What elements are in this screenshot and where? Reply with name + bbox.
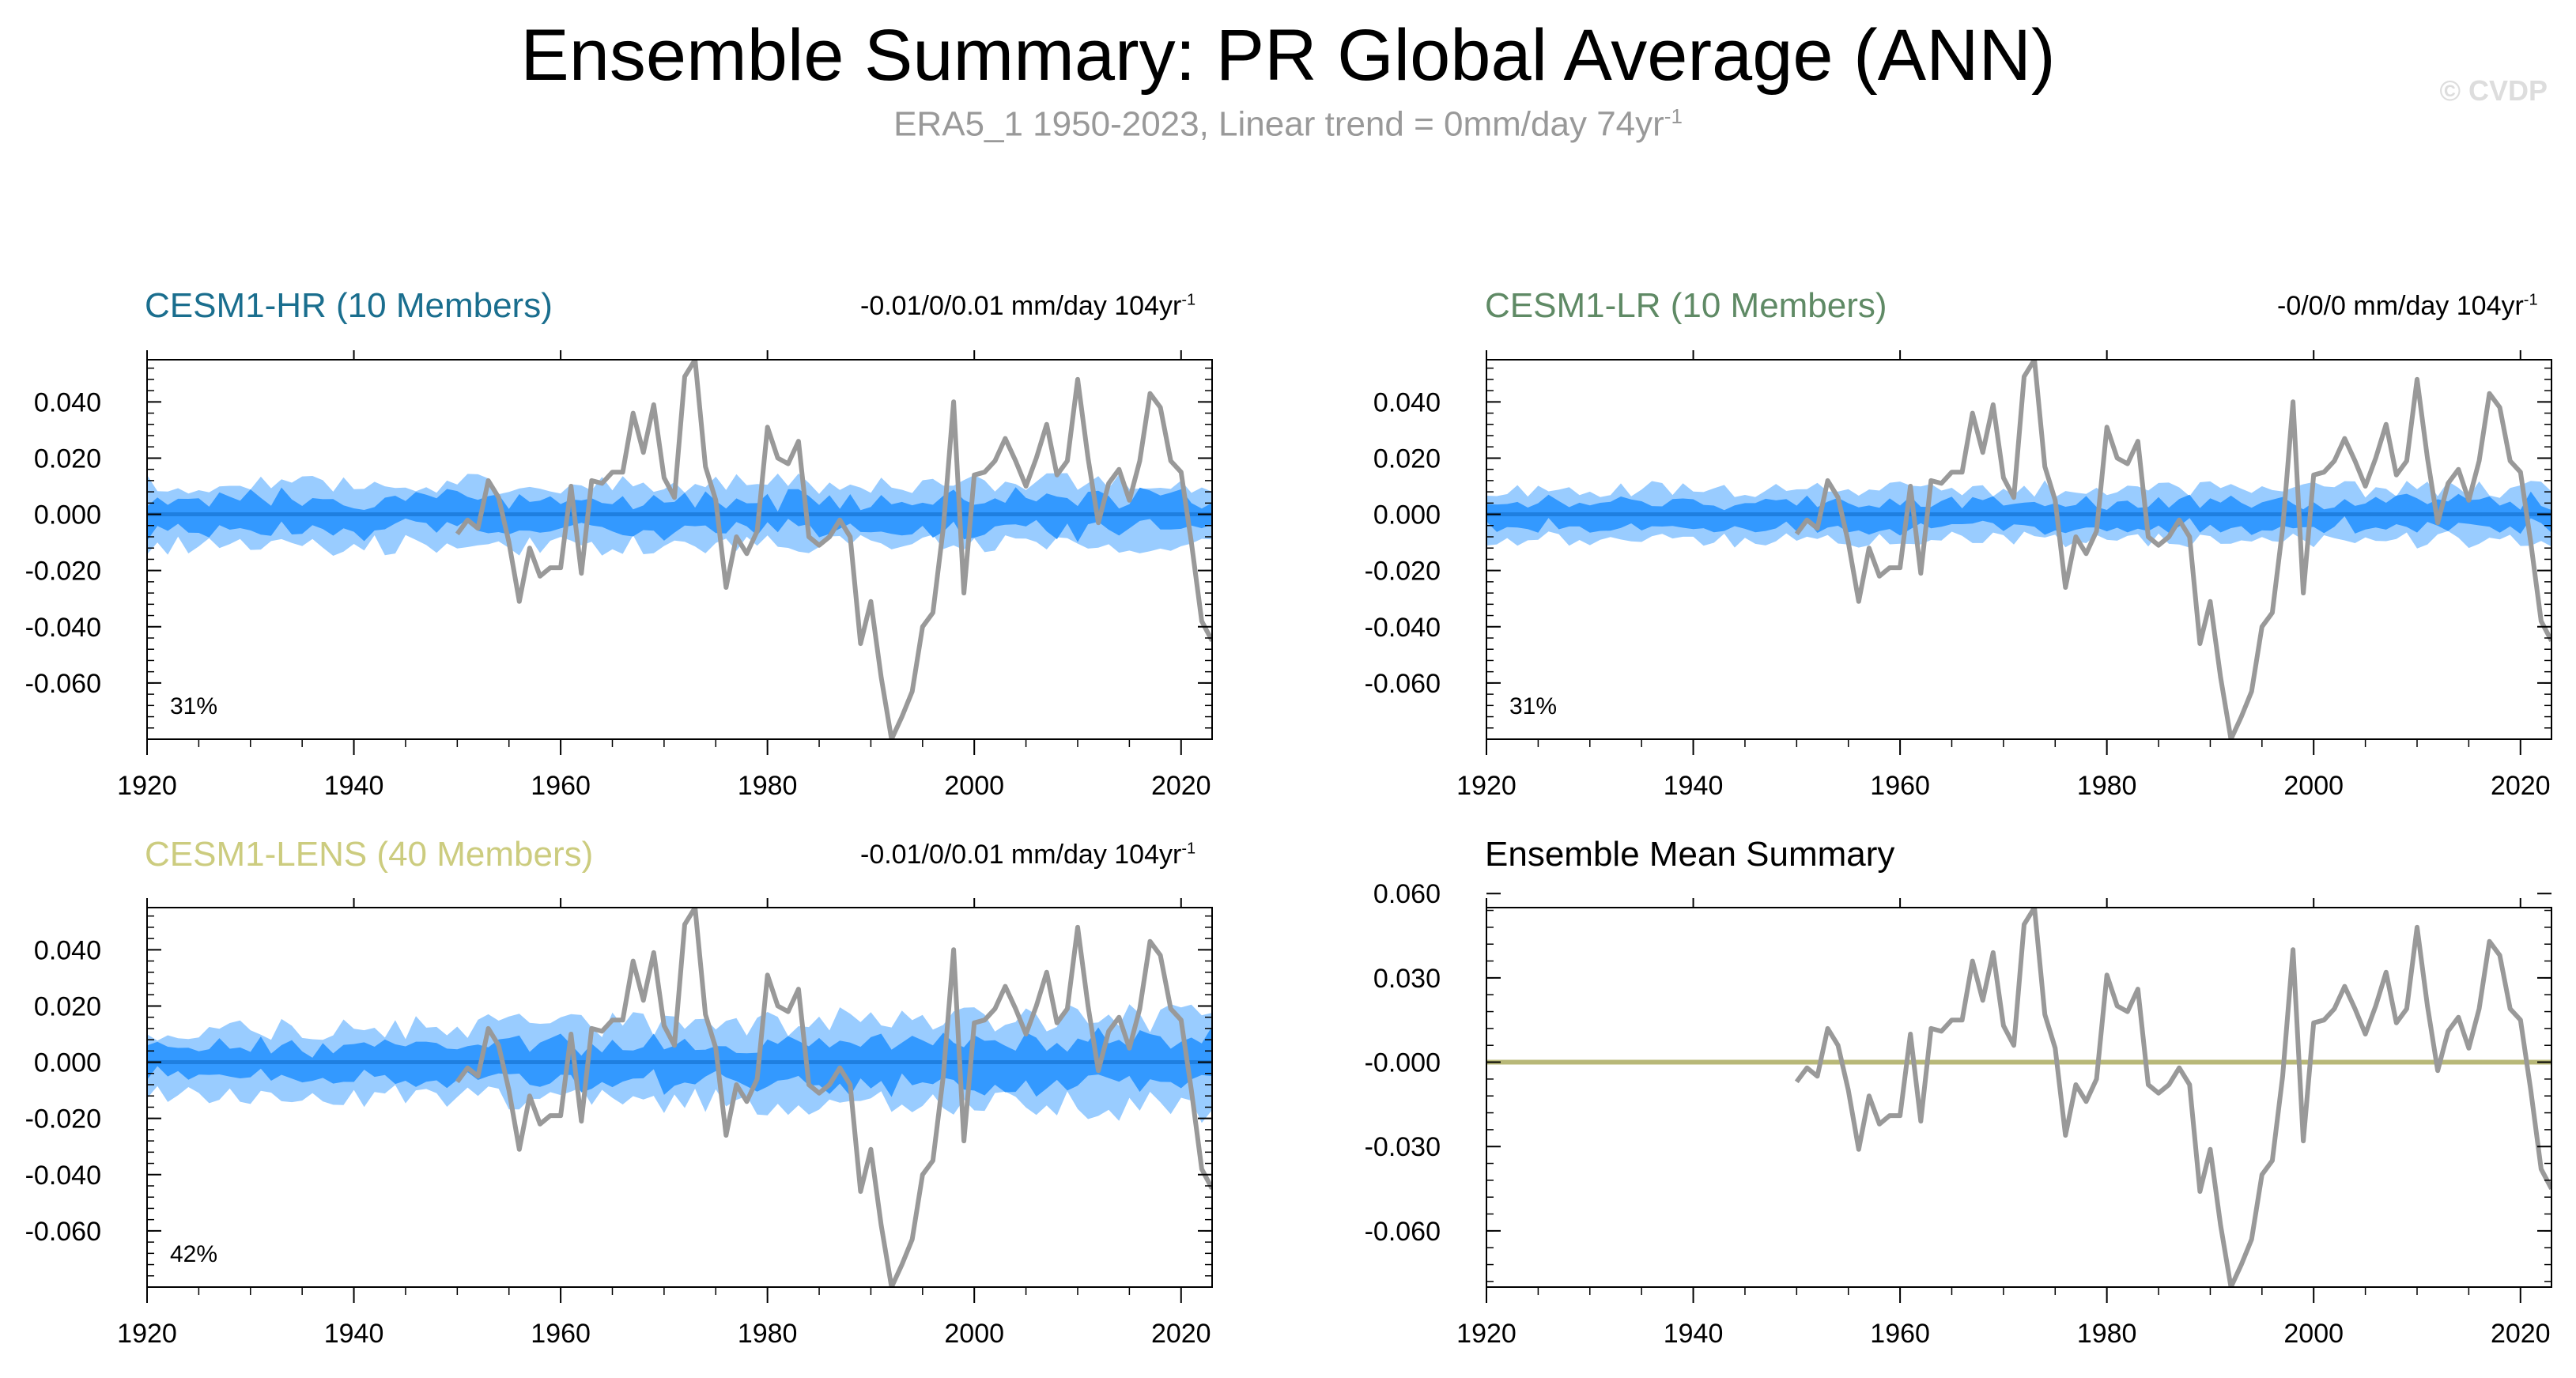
y-tick-label: 0.020 [1373,444,1441,474]
trend-text: -0.01/0/0.01 mm/day 104yr [860,291,1182,321]
panel-trend-cesm1-lens: -0.01/0/0.01 mm/day 104yr-1 [860,840,1195,870]
subtitle-text: ERA5_1 1950-2023, Linear trend = 0mm/day… [893,104,1664,144]
x-tick-label: 2020 [1151,771,1211,801]
y-tick-label: -0.060 [25,669,101,699]
trend-text: -0.01/0/0.01 mm/day 104yr [860,840,1182,870]
y-tick-label: 0.000 [34,500,101,530]
plot-area [1486,360,2551,739]
y-tick-label: -0.030 [1365,1132,1441,1162]
x-tick-label: 1920 [117,1319,177,1349]
panel-title-cesm1-lens: CESM1-LENS (40 Members) [145,835,594,874]
y-tick-label: 0.040 [34,935,101,965]
percent-annotation: 31% [170,693,217,719]
figure-subtitle: ERA5_1 1950-2023, Linear trend = 0mm/day… [0,104,2576,145]
subtitle-superscript: -1 [1664,104,1683,128]
y-tick-label: 0.000 [1373,500,1441,530]
x-tick-label: 1960 [1870,1319,1930,1349]
plot-area [147,908,1212,1287]
y-tick-label: 0.030 [1373,964,1441,994]
trend-superscript: -1 [1181,291,1196,309]
percent-annotation: 31% [1509,693,1557,719]
y-tick-label: 0.040 [1373,387,1441,417]
x-tick-label: 1920 [1456,771,1517,801]
x-tick-label: 1920 [117,771,177,801]
x-tick-label: 1960 [531,1319,591,1349]
y-tick-label: -0.020 [25,1104,101,1134]
x-tick-label: 1920 [1456,1319,1517,1349]
plot-frame [1486,907,2552,1288]
observations-line [455,360,1212,739]
y-tick-label: 0.060 [1373,879,1441,909]
plot-frame [1486,359,2552,740]
panel-trend-cesm1-hr: -0.01/0/0.01 mm/day 104yr-1 [860,291,1195,322]
y-tick-label: -0.060 [1365,669,1441,699]
y-tick-label: -0.020 [25,557,101,587]
trend-superscript: -1 [1181,840,1196,858]
x-tick-label: 2020 [1151,1319,1211,1349]
y-tick-label: -0.040 [25,1161,101,1191]
panel-title-cesm1-hr: CESM1-HR (10 Members) [145,286,553,325]
x-tick-label: 1980 [2077,771,2137,801]
y-tick-label: -0.020 [1365,557,1441,587]
x-tick-label: 2000 [2283,1319,2344,1349]
x-tick-label: 1960 [1870,771,1930,801]
x-tick-label: 2000 [2283,771,2344,801]
y-tick-label: 0.040 [34,387,101,417]
x-tick-label: 2000 [944,1319,1004,1349]
x-tick-label: 2020 [2491,1319,2551,1349]
plot-area [1486,908,2551,1287]
plot-frame [146,907,1213,1288]
observations-line [1794,908,2551,1287]
y-tick-label: 0.000 [34,1048,101,1078]
panel-trend-cesm1-lr: -0/0/0 mm/day 104yr-1 [2277,291,2538,322]
figure-title: Ensemble Summary: PR Global Average (ANN… [520,15,2056,96]
x-tick-label: 1940 [1664,1319,1724,1349]
chart-hr: 0.040 0.020 0.000 -0.020 -0.040 -0.060 1920 194… [25,350,1213,801]
plot-frame [146,359,1213,740]
cvdp-watermark: © CVDP [2439,74,2548,107]
y-tick-label: 0.020 [34,991,101,1021]
trend-text: -0/0/0 mm/day 104yr [2277,291,2524,321]
panel-title-ensemble-mean-summary: Ensemble Mean Summary [1485,835,1895,874]
chart-summary: 0.060 0.030 -0.000 -0.030 -0.060 1920 1940 1960… [1365,879,2552,1349]
y-tick-label: -0.040 [25,613,101,643]
chart-lr: 0.040 0.020 0.000 -0.020 -0.040 -0.060 1920 194… [1365,350,2552,801]
x-tick-label: 1980 [738,1319,798,1349]
y-tick-label: 0.020 [34,444,101,474]
x-tick-label: 1940 [1664,771,1724,801]
observations-line [1794,360,2551,739]
x-tick-label: 1940 [324,771,384,801]
x-tick-label: 2020 [2491,771,2551,801]
x-tick-label: 1980 [2077,1319,2137,1349]
y-tick-label: -0.060 [1365,1217,1441,1247]
x-tick-label: 1980 [738,771,798,801]
x-tick-label: 2000 [944,771,1004,801]
y-tick-label: -0.000 [1365,1048,1441,1078]
percent-annotation: 42% [170,1241,217,1267]
observations-line [455,908,1212,1287]
plot-area [147,360,1212,739]
trend-superscript: -1 [2523,291,2538,309]
y-tick-label: -0.060 [25,1217,101,1247]
x-tick-label: 1960 [531,771,591,801]
chart-lens: 0.040 0.020 0.000 -0.020 -0.040 -0.060 1920 194… [25,898,1213,1349]
panel-title-cesm1-lr: CESM1-LR (10 Members) [1485,286,1887,325]
y-tick-label: -0.040 [1365,613,1441,643]
x-tick-label: 1940 [324,1319,384,1349]
